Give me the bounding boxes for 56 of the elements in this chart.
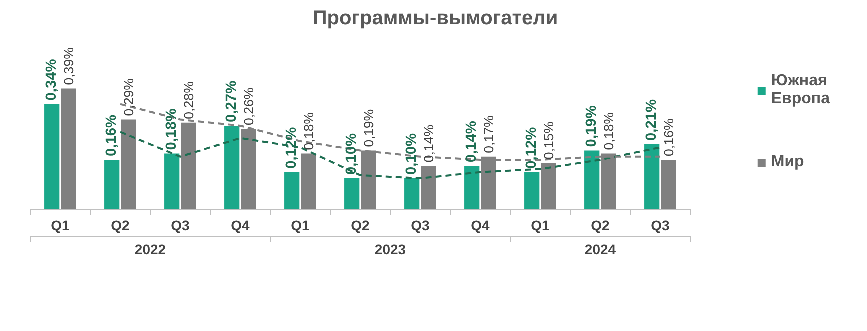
x-tick-label: Q3 [411, 218, 430, 234]
data-label: 0,18% [301, 112, 316, 150]
data-label: 0,10% [344, 133, 360, 176]
data-label: 0,18% [601, 112, 616, 150]
data-label: 0,26% [241, 88, 256, 126]
data-label: 0,19% [584, 106, 600, 148]
x-tick-label: Q1 [531, 218, 550, 234]
bar [584, 150, 600, 210]
data-label: 0,18% [164, 108, 180, 150]
data-label: 0,34% [44, 59, 60, 101]
bar [284, 172, 300, 210]
data-label: 0,17% [481, 115, 496, 154]
bar [644, 144, 660, 210]
data-label: 0,12% [284, 127, 300, 169]
data-label: 0,16% [661, 118, 676, 156]
data-label: 0,29% [121, 78, 136, 116]
data-label: 0,28% [181, 81, 196, 120]
bar [524, 172, 540, 210]
legend-label: Южная Европа [771, 72, 830, 108]
data-label: 0,14% [421, 124, 436, 163]
data-label: 0,19% [361, 109, 376, 148]
x-tick-label: Q2 [351, 218, 370, 234]
bar [61, 88, 76, 210]
data-label: 0,39% [61, 47, 76, 86]
bar [344, 178, 360, 210]
x-tick-label: Q1 [291, 218, 310, 234]
x-tick-label: Q4 [231, 218, 250, 234]
x-tick-label: Q3 [171, 218, 190, 234]
x-tick-label: Q2 [591, 218, 610, 234]
x-tick-label: Q1 [51, 218, 70, 234]
bar [541, 163, 556, 210]
bar [421, 166, 436, 210]
bar [104, 160, 120, 210]
legend-label: Мир [771, 153, 804, 171]
data-label: 0,14% [464, 121, 480, 163]
text: 2024 [584, 242, 616, 258]
data-label: 0,21% [644, 99, 660, 142]
bar [301, 154, 316, 210]
text: 2022 [134, 242, 166, 258]
data-label: 0,15% [541, 122, 556, 160]
bar [661, 160, 676, 210]
data-label: 0,12% [524, 127, 540, 169]
x-tick-label: Q3 [651, 218, 670, 234]
bar [44, 104, 60, 210]
bar [164, 154, 180, 210]
bar [404, 178, 420, 210]
chart-title: Программы-вымогатели [312, 8, 558, 30]
x-tick-label: Q4 [471, 218, 490, 234]
bar [464, 166, 480, 210]
data-label: 0,27% [224, 80, 240, 122]
text: 2023 [374, 242, 406, 258]
bar [224, 126, 240, 210]
bar [121, 120, 136, 210]
data-label: 0,16% [104, 114, 120, 156]
x-tick-label: Q2 [111, 218, 130, 234]
data-label: 0,10% [404, 133, 420, 176]
